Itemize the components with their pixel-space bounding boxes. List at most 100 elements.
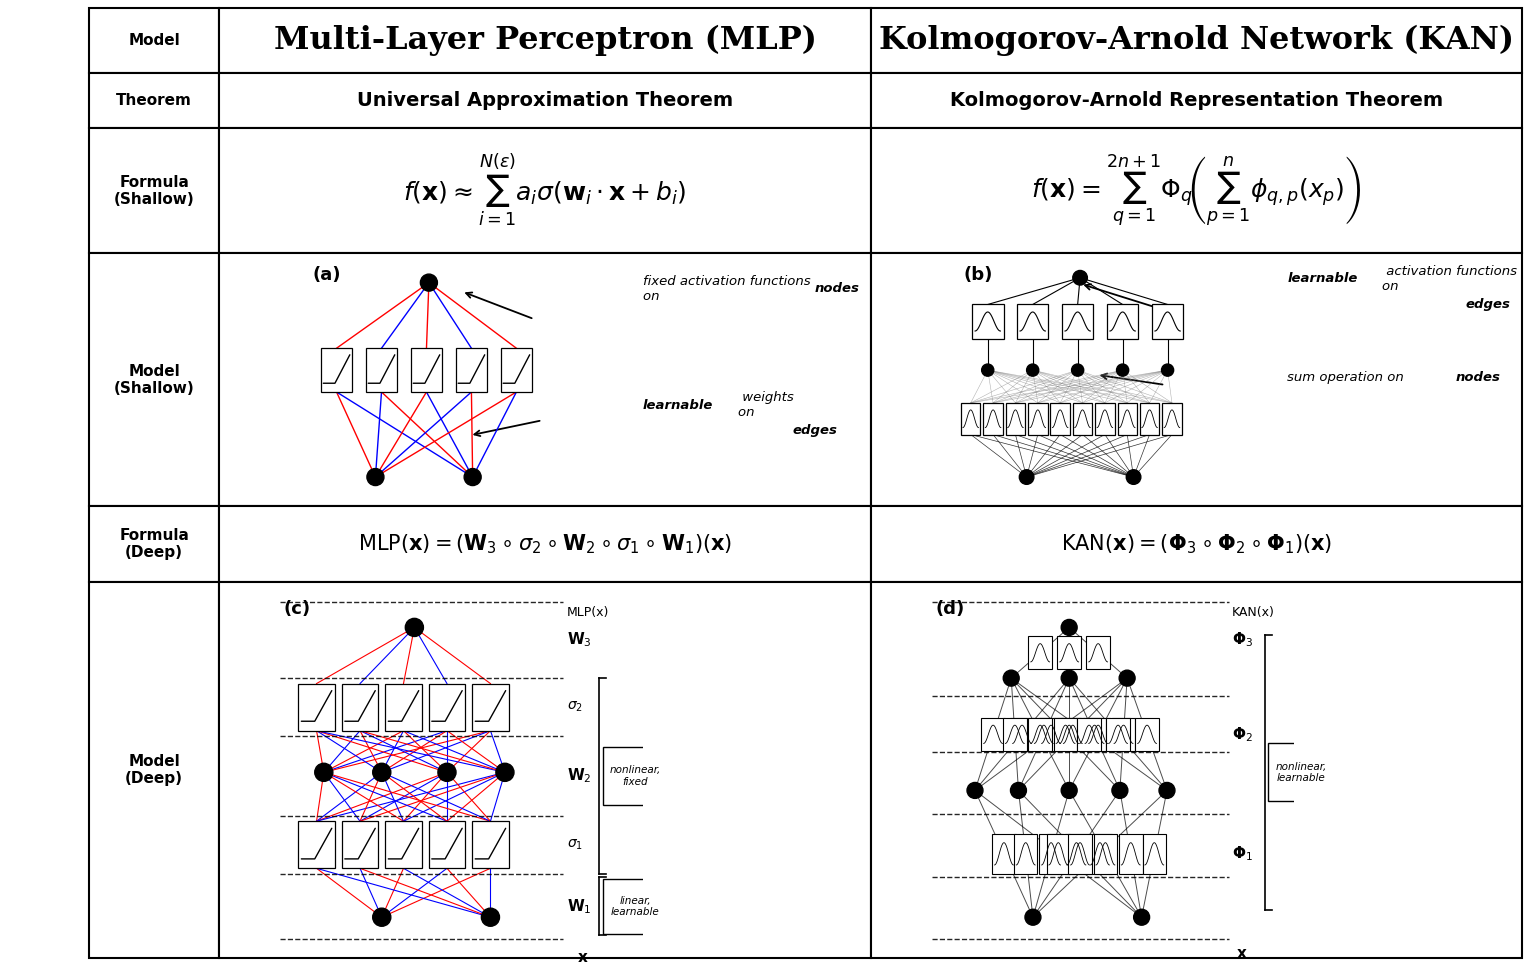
- Text: KAN(x): KAN(x): [1232, 606, 1275, 618]
- Text: $\mathrm{MLP}(\mathbf{x}) = (\mathbf{W}_3 \circ \sigma_2 \circ \mathbf{W}_2 \cir: $\mathrm{MLP}(\mathbf{x}) = (\mathbf{W}_…: [357, 532, 732, 555]
- Bar: [1094, 834, 1117, 873]
- Bar: [960, 403, 980, 435]
- Bar: [871, 253, 1522, 506]
- Bar: [1077, 718, 1101, 751]
- Bar: [321, 348, 353, 392]
- Circle shape: [1072, 270, 1088, 285]
- Circle shape: [1117, 364, 1129, 376]
- Bar: [1118, 834, 1143, 873]
- Circle shape: [437, 763, 456, 781]
- Bar: [1095, 403, 1115, 435]
- Bar: [1028, 718, 1052, 751]
- Bar: [89, 506, 219, 582]
- Bar: [1083, 718, 1106, 751]
- Bar: [219, 582, 871, 958]
- Text: fixed activation functions
on: fixed activation functions on: [643, 275, 810, 303]
- Bar: [1057, 637, 1081, 669]
- Circle shape: [1126, 469, 1141, 484]
- Text: edges: edges: [1465, 298, 1509, 310]
- Bar: [385, 821, 422, 868]
- Text: MLP(x): MLP(x): [566, 606, 609, 618]
- Bar: [1032, 718, 1055, 751]
- Bar: [1062, 304, 1094, 338]
- Bar: [430, 821, 465, 868]
- Circle shape: [1026, 364, 1039, 376]
- Bar: [1028, 637, 1052, 669]
- Bar: [983, 403, 1003, 435]
- Text: $\mathbf{x}$: $\mathbf{x}$: [577, 950, 589, 965]
- Bar: [1086, 718, 1111, 751]
- Text: nodes: nodes: [1456, 371, 1500, 384]
- Circle shape: [966, 782, 983, 798]
- Bar: [299, 821, 334, 868]
- Circle shape: [1160, 782, 1175, 798]
- Circle shape: [373, 908, 391, 926]
- Text: Model: Model: [129, 33, 179, 47]
- Text: Universal Approximation Theorem: Universal Approximation Theorem: [357, 91, 733, 110]
- Text: (b): (b): [963, 266, 992, 284]
- Bar: [89, 253, 219, 506]
- Bar: [871, 72, 1522, 128]
- Circle shape: [1011, 782, 1026, 798]
- Circle shape: [405, 618, 423, 637]
- Bar: [1003, 718, 1026, 751]
- Bar: [1088, 834, 1112, 873]
- Bar: [1112, 718, 1135, 751]
- FancyBboxPatch shape: [603, 879, 666, 933]
- Circle shape: [367, 469, 384, 486]
- Bar: [411, 348, 442, 392]
- Bar: [219, 8, 871, 72]
- Bar: [982, 718, 1005, 751]
- Bar: [1086, 637, 1111, 669]
- Bar: [1065, 834, 1088, 873]
- Bar: [1135, 718, 1158, 751]
- Bar: [219, 506, 871, 582]
- Circle shape: [482, 908, 500, 926]
- Circle shape: [1134, 909, 1149, 925]
- Circle shape: [1019, 469, 1034, 484]
- Bar: [219, 128, 871, 253]
- Bar: [89, 128, 219, 253]
- Bar: [1106, 718, 1131, 751]
- Text: (a): (a): [313, 266, 341, 284]
- Text: $\sigma_1$: $\sigma_1$: [566, 838, 583, 852]
- Bar: [1117, 403, 1137, 435]
- Bar: [1040, 834, 1063, 873]
- Bar: [1140, 403, 1160, 435]
- Circle shape: [373, 763, 391, 781]
- Bar: [973, 304, 1003, 338]
- Bar: [1017, 304, 1048, 338]
- Text: $\mathbf{\Phi}_2$: $\mathbf{\Phi}_2$: [1232, 724, 1253, 744]
- Text: Kolmogorov-Arnold Representation Theorem: Kolmogorov-Arnold Representation Theorem: [950, 91, 1442, 110]
- Text: nodes: nodes: [815, 282, 859, 296]
- Bar: [365, 348, 397, 392]
- Text: sum operation on: sum operation on: [1287, 371, 1408, 384]
- Text: $f(\mathbf{x}) \approx \sum_{i=1}^{N(\epsilon)} a_i\sigma(\mathbf{w}_i \cdot \ma: $f(\mathbf{x}) \approx \sum_{i=1}^{N(\ep…: [403, 153, 687, 230]
- Bar: [1152, 304, 1183, 338]
- Bar: [1028, 403, 1048, 435]
- Bar: [472, 821, 509, 868]
- Bar: [871, 582, 1522, 958]
- Text: Multi-Layer Perceptron (MLP): Multi-Layer Perceptron (MLP): [273, 24, 816, 56]
- Bar: [299, 684, 334, 730]
- Bar: [1143, 834, 1166, 873]
- Circle shape: [982, 364, 994, 376]
- Text: weights
on: weights on: [738, 391, 793, 419]
- Circle shape: [1062, 619, 1077, 636]
- Circle shape: [1120, 670, 1135, 686]
- Text: $\mathrm{KAN}(\mathbf{x}) = (\mathbf{\Phi}_3 \circ \mathbf{\Phi}_2 \circ \mathbf: $\mathrm{KAN}(\mathbf{x}) = (\mathbf{\Ph…: [1060, 532, 1332, 555]
- Bar: [219, 72, 871, 128]
- Text: learnable: learnable: [1287, 272, 1358, 285]
- Text: (c): (c): [284, 600, 311, 618]
- Bar: [472, 684, 509, 730]
- Circle shape: [420, 274, 437, 291]
- Bar: [1057, 718, 1081, 751]
- Circle shape: [1062, 782, 1077, 798]
- Bar: [1011, 718, 1034, 751]
- Circle shape: [465, 469, 482, 486]
- Bar: [89, 72, 219, 128]
- Text: $\mathbf{\Phi}_3$: $\mathbf{\Phi}_3$: [1232, 631, 1253, 649]
- Text: $f(\mathbf{x}) = \sum_{q=1}^{2n+1} \Phi_q\!\left(\sum_{p=1}^{n} \phi_{q,p}(x_p)\: $f(\mathbf{x}) = \sum_{q=1}^{2n+1} \Phi_…: [1031, 153, 1361, 229]
- Bar: [1072, 403, 1092, 435]
- Text: Model
(Deep): Model (Deep): [126, 753, 183, 786]
